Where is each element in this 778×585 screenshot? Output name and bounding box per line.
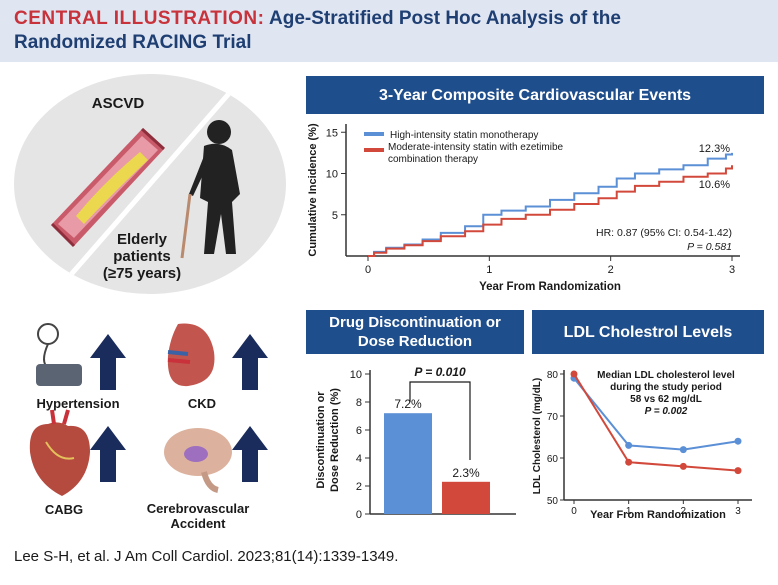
bar-title-line1: Drug Discontinuation or — [329, 314, 501, 331]
bar-chart: 0 2 4 6 8 10 7.2% 2.3% P = 0.010 Discontinuati… — [315, 365, 516, 521]
citation: Lee S-H, et al. J Am Coll Cardiol. 2023;… — [14, 548, 399, 565]
legend-label-high-intensity: High-intensity statin monotherapy — [390, 130, 538, 141]
elderly-person-icon — [180, 120, 240, 259]
bar-bars: 7.2% 2.3% — [384, 397, 490, 514]
heart-icon — [29, 409, 90, 496]
bar-y-tick-label: 4 — [356, 453, 362, 465]
bar-value-label: 7.2% — [394, 397, 422, 411]
kidney-icon — [167, 323, 215, 387]
ldl-annotation-line3: 58 vs 62 mg/dL — [630, 394, 702, 405]
bar-y-label-line2: Dose Reduction (%) — [329, 388, 341, 492]
ldl-point-high-intensity — [734, 437, 742, 445]
ldl-point-high-intensity — [625, 441, 633, 449]
bar-y-tick-label: 10 — [350, 369, 362, 381]
km-y-label: Cumulative Incidence (%) — [307, 123, 319, 257]
risk-label-cerebrovascular: Cerebrovascular — [147, 501, 250, 516]
population-circle: ASCVD Elderly patients (≥75 years) — [14, 74, 286, 294]
ldl-point-combination — [570, 370, 578, 378]
km-panel-title: 3-Year Composite Cardiovascular Events — [306, 76, 764, 114]
hypertension-up-arrow-icon — [90, 334, 126, 390]
ldl-annotation-line4: P = 0.002 — [645, 406, 688, 417]
km-y-tick-label: 5 — [332, 210, 338, 222]
km-line-combination — [368, 165, 733, 257]
km-series — [368, 152, 733, 257]
bar-significance-bracket — [409, 381, 471, 460]
bar-ticks: 0 2 4 6 8 10 — [350, 369, 370, 521]
header-banner: CENTRAL ILLUSTRATION: Age-Stratified Pos… — [0, 0, 778, 62]
ldl-series — [570, 370, 742, 475]
km-p-annotation: P = 0.581 — [687, 241, 732, 253]
ldl-x-label: Year From Randomization — [590, 509, 726, 521]
km-x-tick-label: 2 — [608, 264, 614, 276]
population-illustration: ASCVD Elderly patients (≥75 years) — [50, 74, 248, 294]
km-chart: 0 1 2 3 5 10 15 High-intensity statin monother… — [307, 123, 740, 293]
figure-title: CENTRAL ILLUSTRATION: Age-Stratified Pos… — [14, 7, 764, 55]
bar-combination — [442, 481, 490, 514]
bar-panel-title: Drug Discontinuation or Dose Reduction — [306, 310, 524, 354]
end-label-combination: 10.6% — [699, 179, 730, 191]
ldl-x-tick-label: 3 — [735, 506, 741, 517]
km-x-label: Year From Randomization — [479, 281, 621, 293]
divider-line — [52, 74, 248, 294]
km-y-tick-label: 10 — [326, 169, 338, 181]
bar-title-line2: Dose Reduction — [357, 333, 473, 350]
risk-label-ckd: CKD — [188, 396, 216, 411]
artery-icon — [50, 127, 166, 248]
legend-label-combination-box: Moderate-intensity statin with ezetimibe… — [388, 142, 564, 165]
title-lead: CENTRAL ILLUSTRATION: — [14, 8, 265, 29]
ldl-y-label: LDL Cholesterol (mg/dL) — [532, 378, 543, 494]
ldl-y-tick-label: 70 — [547, 412, 559, 423]
risk-factors-grid: Hypertension CKD CABG Cerebrovascular Ac… — [29, 323, 268, 531]
end-label-high-intensity: 12.3% — [699, 143, 730, 155]
risk-label-hypertension: Hypertension — [36, 396, 119, 411]
cerebrovascular-up-arrow-icon — [232, 426, 268, 482]
ldl-y-tick-label: 50 — [547, 496, 559, 507]
bar-y-label-line1: Discontinuation or — [315, 391, 327, 489]
ckd-up-arrow-icon — [232, 334, 268, 390]
ldl-point-high-intensity — [679, 446, 687, 454]
blood-pressure-cuff-icon — [36, 323, 82, 386]
bar-y-tick-label: 6 — [356, 425, 362, 437]
ldl-x-tick-label: 2 — [681, 506, 687, 517]
bar-value-label: 2.3% — [452, 466, 480, 480]
ldl-panel-title: LDL Cholestrol Levels — [532, 310, 764, 354]
km-hr-annotation: HR: 0.87 (95% CI: 0.54-1.42) — [596, 227, 732, 239]
cabg-up-arrow-icon — [90, 426, 126, 482]
km-ticks: 0 1 2 3 5 10 15 — [326, 127, 735, 276]
group-label-line2: patients — [113, 248, 171, 265]
bar-p-annotation: P = 0.010 — [414, 365, 466, 379]
km-y-tick-label: 15 — [326, 127, 338, 139]
ldl-line-high-intensity — [573, 377, 739, 451]
ldl-point-combination — [734, 467, 742, 475]
brain-icon — [164, 428, 232, 493]
ldl-x-tick-label: 1 — [626, 506, 632, 517]
group-label-line3: (≥75 years) — [103, 265, 181, 282]
group-label-line1: Elderly — [117, 231, 168, 248]
ldl-ticks: 0 1 2 3 50 60 70 80 — [547, 370, 741, 517]
ldl-annotation-line2: during the study period — [610, 382, 722, 393]
ldl-point-combination — [625, 458, 633, 466]
ldl-annotation-line1: Median LDL cholesterol level — [597, 370, 735, 381]
ldl-y-tick-label: 60 — [547, 454, 559, 465]
ldl-x-tick-label: 0 — [571, 506, 577, 517]
ldl-point-combination — [679, 462, 687, 470]
risk-label-cabg: CABG — [45, 502, 83, 517]
title-line2: Randomized RACING Trial — [14, 32, 252, 53]
ascvd-label: ASCVD — [92, 95, 145, 112]
km-x-tick-label: 1 — [486, 264, 492, 276]
bar-y-tick-label: 0 — [356, 509, 362, 521]
bar-high-intensity — [384, 413, 432, 514]
ldl-line-combination — [573, 373, 739, 472]
legend-label-combination: Moderate-intensity statin with ezetimibe… — [388, 142, 564, 165]
km-x-tick-label: 3 — [729, 264, 735, 276]
risk-label-accident: Accident — [171, 516, 227, 531]
bar-y-tick-label: 2 — [356, 481, 362, 493]
bar-y-tick-label: 8 — [356, 397, 362, 409]
ldl-chart: 0 1 2 3 50 60 70 80 Median LDL cholesterol leve… — [532, 370, 752, 521]
ldl-y-tick-label: 80 — [547, 370, 559, 381]
km-x-tick-label: 0 — [365, 264, 371, 276]
title-rest: Age-Stratified Post Hoc Analysis of the — [269, 8, 621, 29]
